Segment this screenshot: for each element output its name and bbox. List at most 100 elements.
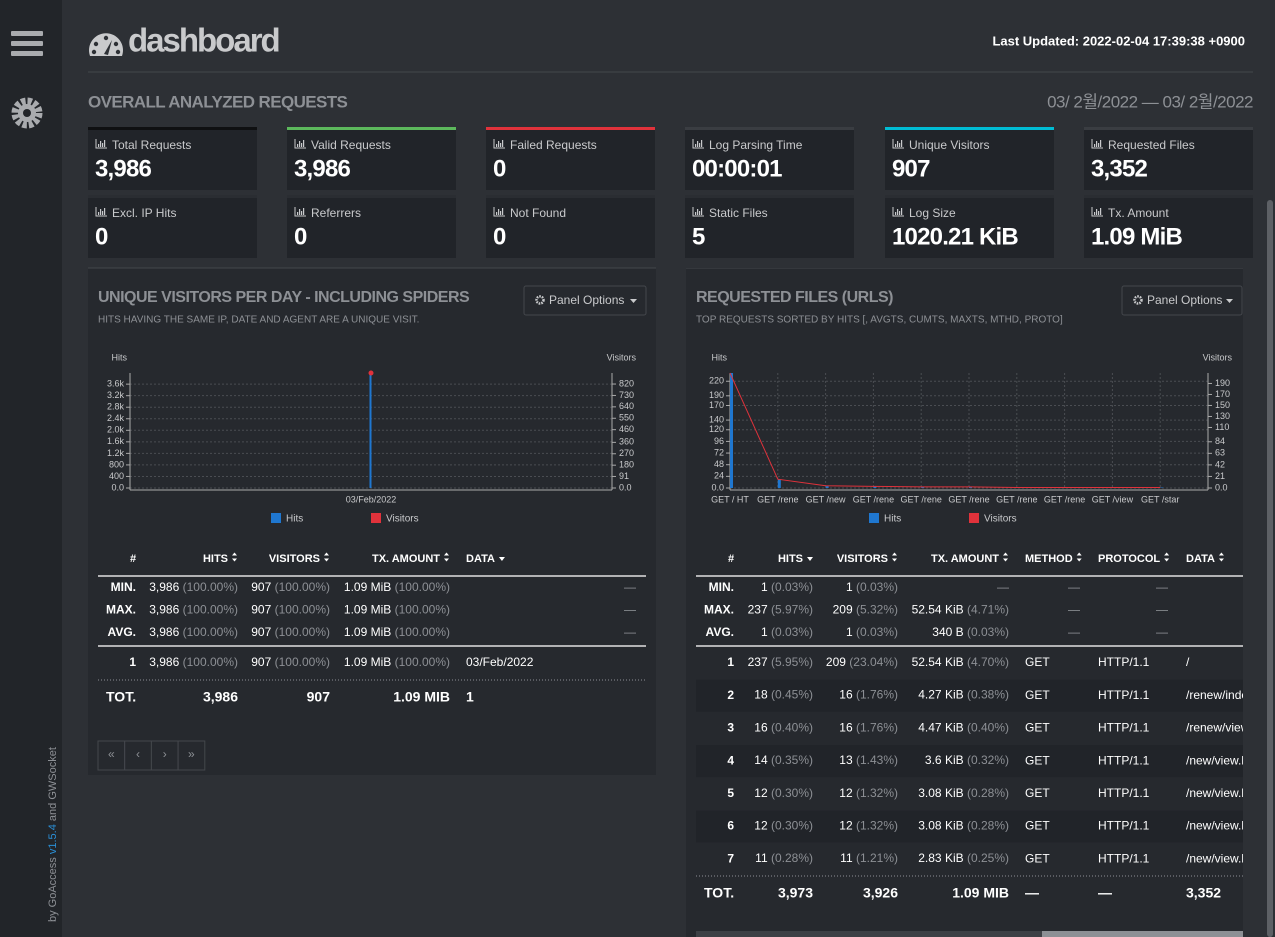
- y-tick-label: 120: [709, 424, 724, 434]
- section-title: OVERALL ANALYZED REQUESTS: [88, 92, 348, 111]
- sidebar: [0, 0, 62, 937]
- y2-tick-label: 110: [1215, 422, 1229, 432]
- cell-value: 52.54 KiB: [912, 655, 964, 669]
- cell-percent: (100.00%): [395, 603, 450, 617]
- pager-bg: [177, 740, 206, 771]
- table-cell: 907 (100.00%): [251, 603, 330, 617]
- cell-value: 12: [754, 819, 768, 833]
- sort-icon: [232, 558, 237, 562]
- h-scrollbar-thumb: [1042, 931, 1243, 937]
- logo-icon: [89, 33, 124, 56]
- table-cell: 1: [466, 689, 474, 705]
- cell-value: 1.09 MiB: [344, 655, 391, 669]
- stat-icon-bar: [297, 144, 299, 147]
- table-cell: /new/view.l: [1186, 786, 1244, 800]
- table-cell: HTTP/1.1: [1098, 688, 1150, 702]
- panel-options-button[interactable]: Panel Options: [1121, 285, 1243, 316]
- cell-percent: (0.25%): [967, 851, 1009, 865]
- table-cell: 3,986 (100.00%): [149, 655, 238, 669]
- pager-button[interactable]: »: [177, 740, 206, 771]
- stat-icon-bar: [301, 143, 303, 147]
- pager-label: ›: [163, 747, 167, 761]
- sort-icon: [444, 552, 449, 556]
- x-tick-label: GET /rene: [853, 494, 894, 504]
- stat-icon-bar: [502, 208, 504, 215]
- stat-icon-bar: [1098, 211, 1100, 215]
- card-top-border: [1084, 127, 1253, 130]
- column-header: HITS: [778, 553, 803, 565]
- table-cell: 1.09 MiB (100.00%): [344, 603, 450, 617]
- table-cell: 3,352: [1186, 885, 1221, 901]
- table-cell: 1: [727, 655, 734, 669]
- bar: [369, 373, 372, 488]
- table-cell: 209 (5.32%): [833, 603, 898, 617]
- table-cell: GET: [1025, 721, 1050, 735]
- cell-value: 11: [840, 851, 853, 865]
- table-cell: MAX.: [106, 603, 136, 617]
- menu-button[interactable]: [11, 31, 43, 56]
- y2-tick-label: 640: [619, 401, 634, 411]
- pager-label: »: [188, 747, 195, 761]
- y2-tick-label: 0.0: [619, 482, 632, 492]
- stat-icon-bar: [303, 140, 305, 147]
- cell-percent: (0.03%): [967, 625, 1009, 639]
- cell-percent: (100.00%): [183, 580, 238, 594]
- scrollbar[interactable]: [1267, 200, 1273, 937]
- legend-label: Hits: [884, 514, 901, 525]
- y-tick-label: 3.2k: [107, 390, 125, 400]
- pager-button[interactable]: ‹: [124, 740, 152, 771]
- table-cell: 237 (5.97%): [748, 603, 813, 617]
- stat-icon: [892, 207, 904, 217]
- cell-value: 12: [839, 819, 853, 833]
- y2-axis-label: Visitors: [607, 352, 637, 362]
- y-tick-label: 170: [709, 400, 724, 410]
- sort-icon: [1003, 552, 1008, 556]
- table-cell: —: [624, 580, 636, 594]
- cell-percent: (1.76%): [856, 688, 898, 702]
- bar: [873, 486, 877, 488]
- pager-button[interactable]: ›: [150, 740, 179, 771]
- stat-icon: [1091, 139, 1103, 149]
- y2-tick-label: 170: [1215, 389, 1230, 399]
- stat-icon: [892, 139, 904, 149]
- table-cell: 12 (1.32%): [839, 819, 898, 833]
- pager-button[interactable]: «: [97, 740, 126, 771]
- cell-value: 237: [748, 655, 768, 669]
- cell-percent: (1.21%): [856, 851, 898, 865]
- stat-icon-bar: [1098, 143, 1100, 147]
- y-tick-label: 1.2k: [107, 448, 125, 458]
- column-header: HITS: [203, 553, 228, 565]
- table-cell: /renew/view: [1186, 721, 1250, 735]
- stat-icon-bar: [498, 141, 500, 147]
- card: [1084, 195, 1253, 258]
- settings-button[interactable]: [11, 97, 43, 129]
- stat-icon-bar: [299, 209, 301, 215]
- panel-options-button[interactable]: Panel Options: [523, 285, 647, 316]
- x-tick-label: 03/Feb/2022: [346, 494, 397, 504]
- stat-icon-bar: [697, 141, 699, 147]
- cell-value: 11: [755, 851, 768, 865]
- stat-icon-bar: [899, 211, 901, 215]
- x-tick-label: GET /rene: [996, 494, 1037, 504]
- stat-icon-bar: [98, 212, 100, 215]
- cell-value: 3,986: [149, 580, 179, 594]
- cell-value: 18: [754, 688, 768, 702]
- panel-title: UNIQUE VISITORS PER DAY - INCLUDING SPID…: [98, 289, 470, 306]
- panel: UNIQUE VISITORS PER DAY - INCLUDING SPID…: [88, 267, 656, 775]
- card-top-border: [287, 127, 456, 130]
- cell-percent: (100.00%): [275, 625, 330, 639]
- card-value: 1020.21 KiB: [892, 223, 1018, 250]
- sort-icon: [232, 552, 237, 556]
- stat-icon-bar: [498, 209, 500, 215]
- table-cell: —: [624, 603, 636, 617]
- panel-subtitle: TOP REQUESTS SORTED BY HITS [, AVGTS, CU…: [696, 315, 1063, 326]
- table-cell: 6: [727, 819, 734, 833]
- card-label: Failed Requests: [510, 138, 597, 152]
- y-tick-label: 3.6k: [107, 379, 125, 389]
- legend-label: Hits: [286, 514, 303, 525]
- cell-percent: (1.76%): [856, 721, 898, 735]
- stat-icon-bar: [1100, 140, 1102, 147]
- y2-tick-label: 130: [1215, 411, 1230, 421]
- y2-tick-label: 270: [619, 448, 634, 458]
- cell-percent: (1.32%): [856, 819, 898, 833]
